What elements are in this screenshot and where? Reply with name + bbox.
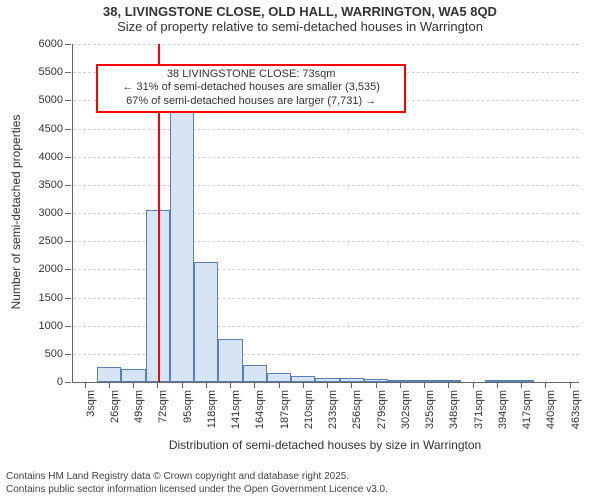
histogram-bar [509,380,533,382]
x-axis-label: Distribution of semi-detached houses by … [72,438,578,452]
x-tick [206,382,207,388]
histogram-bar [412,380,436,382]
chart-title-block: 38, LIVINGSTONE CLOSE, OLD HALL, WARRING… [0,0,600,34]
histogram-bar [97,367,121,382]
x-tick [182,382,183,388]
chart-container: { "title": { "line1": "38, LIVINGSTONE C… [0,0,600,500]
x-tick-label: 371sqm [473,390,485,429]
callout-line-3: 67% of semi-detached houses are larger (… [102,95,400,109]
x-tick [424,382,425,388]
y-tick-label: 4000 [39,151,73,163]
x-tick-label: 394sqm [497,390,509,429]
x-tick-label: 417sqm [521,390,533,429]
x-tick [400,382,401,388]
histogram-bar [364,379,388,382]
x-tick [545,382,546,388]
y-axis-label: Number of semi-detached properties [9,62,23,362]
histogram-bar [121,369,145,382]
x-tick-label: 279sqm [376,390,388,429]
y-tick-label: 6000 [39,38,73,50]
callout-line-2: ← 31% of semi-detached houses are smalle… [102,81,400,95]
histogram-bar [194,262,218,382]
x-tick [473,382,474,388]
x-tick-label: 26sqm [109,390,121,423]
footer-line-1: Contains HM Land Registry data © Crown c… [6,471,388,484]
x-tick-label: 440sqm [545,390,557,429]
x-tick-label: 164sqm [254,390,266,429]
x-tick-label: 49sqm [133,390,145,423]
x-tick [497,382,498,388]
histogram-bar [170,112,194,382]
histogram-bar [291,376,315,382]
x-tick-label: 325sqm [424,390,436,429]
x-tick [109,382,110,388]
callout-box: 38 LIVINGSTONE CLOSE: 73sqm← 31% of semi… [96,64,406,113]
x-tick-label: 210sqm [303,390,315,429]
x-tick-label: 3sqm [85,390,97,417]
histogram-bar [218,339,242,382]
y-tick-label: 5500 [39,66,73,78]
histogram-bar [388,380,412,382]
x-tick [157,382,158,388]
histogram-bar [485,380,509,382]
x-tick-label: 302sqm [400,390,412,429]
y-tick-label: 2500 [39,235,73,247]
x-tick [133,382,134,388]
x-tick-label: 187sqm [279,390,291,429]
chart-title-line-2: Size of property relative to semi-detach… [0,19,600,34]
x-tick-label: 141sqm [230,390,242,429]
x-tick-label: 95sqm [182,390,194,423]
x-tick [327,382,328,388]
gridline [73,129,579,130]
y-tick-label: 5000 [39,94,73,106]
x-tick [279,382,280,388]
footer-line-2: Contains public sector information licen… [6,484,388,497]
x-tick [230,382,231,388]
y-tick-label: 1500 [39,292,73,304]
y-tick-label: 3500 [39,179,73,191]
x-tick-label: 72sqm [157,390,169,423]
chart-title-line-1: 38, LIVINGSTONE CLOSE, OLD HALL, WARRING… [0,4,600,19]
x-tick [570,382,571,388]
y-tick-label: 0 [57,376,73,388]
x-tick [376,382,377,388]
x-tick [303,382,304,388]
callout-line-1: 38 LIVINGSTONE CLOSE: 73sqm [102,68,400,82]
y-tick-label: 3000 [39,207,73,219]
footer-attribution: Contains HM Land Registry data © Crown c… [6,471,388,496]
x-tick [448,382,449,388]
x-tick-label: 348sqm [448,390,460,429]
x-tick-label: 118sqm [206,390,218,428]
histogram-bar [340,378,364,382]
x-tick [85,382,86,388]
gridline [73,185,579,186]
histogram-bar [437,380,461,382]
gridline [73,157,579,158]
x-tick-label: 256sqm [351,390,363,429]
gridline [73,44,579,45]
histogram-bar [267,373,291,382]
x-tick-label: 463sqm [570,390,582,429]
x-tick [254,382,255,388]
x-tick [521,382,522,388]
x-tick [351,382,352,388]
y-tick-label: 4500 [39,123,73,135]
histogram-bar [243,365,267,382]
plot-area: 0500100015002000250030003500400045005000… [72,44,579,383]
x-tick-label: 233sqm [327,390,339,429]
y-tick-label: 1000 [39,320,73,332]
y-tick-label: 2000 [39,263,73,275]
histogram-bar [315,378,339,383]
y-tick-label: 500 [45,348,73,360]
